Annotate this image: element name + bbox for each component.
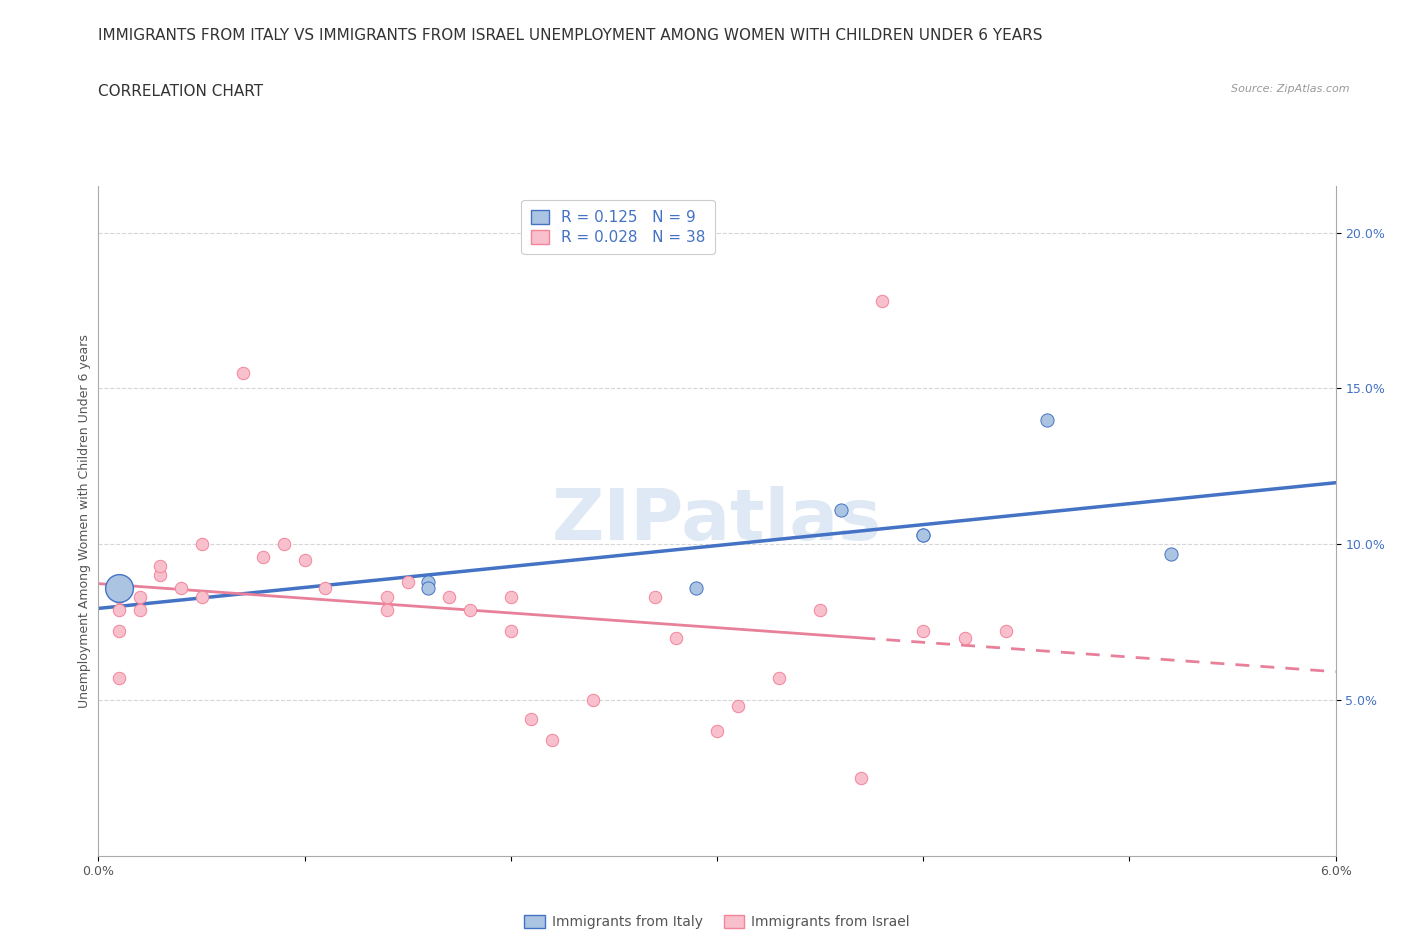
Legend: Immigrants from Italy, Immigrants from Israel: Immigrants from Italy, Immigrants from I…	[519, 910, 915, 930]
Point	[108, 580, 131, 595]
Point	[396, 574, 419, 589]
Point	[685, 580, 707, 595]
Point	[830, 502, 852, 517]
Point	[252, 550, 274, 565]
Point	[808, 602, 831, 617]
Point	[314, 580, 336, 595]
Point	[273, 537, 295, 551]
Point	[190, 537, 212, 551]
Point	[149, 559, 172, 574]
Text: ZIPatlas: ZIPatlas	[553, 486, 882, 555]
Point	[375, 602, 398, 617]
Y-axis label: Unemployment Among Women with Children Under 6 years: Unemployment Among Women with Children U…	[79, 334, 91, 708]
Point	[520, 711, 543, 726]
Text: CORRELATION CHART: CORRELATION CHART	[98, 84, 263, 99]
Point	[706, 724, 728, 738]
Point	[108, 602, 131, 617]
Point	[727, 698, 749, 713]
Point	[108, 580, 131, 595]
Text: Source: ZipAtlas.com: Source: ZipAtlas.com	[1232, 84, 1350, 94]
Point	[149, 568, 172, 583]
Point	[418, 580, 440, 595]
Point	[108, 671, 131, 685]
Point	[768, 671, 790, 685]
Point	[870, 294, 893, 309]
Point	[582, 693, 605, 708]
Point	[418, 574, 440, 589]
Point	[375, 590, 398, 604]
Point	[232, 365, 254, 380]
Point	[994, 624, 1017, 639]
Point	[912, 624, 935, 639]
Text: IMMIGRANTS FROM ITALY VS IMMIGRANTS FROM ISRAEL UNEMPLOYMENT AMONG WOMEN WITH CH: IMMIGRANTS FROM ITALY VS IMMIGRANTS FROM…	[98, 28, 1043, 43]
Point	[294, 552, 316, 567]
Point	[190, 590, 212, 604]
Point	[499, 590, 522, 604]
Point	[170, 580, 193, 595]
Point	[128, 602, 150, 617]
Point	[912, 527, 935, 542]
Point	[437, 590, 460, 604]
Point	[1160, 546, 1182, 561]
Point	[108, 624, 131, 639]
Point	[1036, 412, 1059, 427]
Point	[458, 602, 481, 617]
Point	[644, 590, 666, 604]
Point	[665, 631, 688, 645]
Point	[128, 590, 150, 604]
Point	[953, 631, 976, 645]
Point	[541, 733, 564, 748]
Point	[108, 590, 131, 604]
Point	[851, 770, 873, 785]
Point	[912, 527, 935, 542]
Point	[499, 624, 522, 639]
Point	[108, 580, 131, 595]
